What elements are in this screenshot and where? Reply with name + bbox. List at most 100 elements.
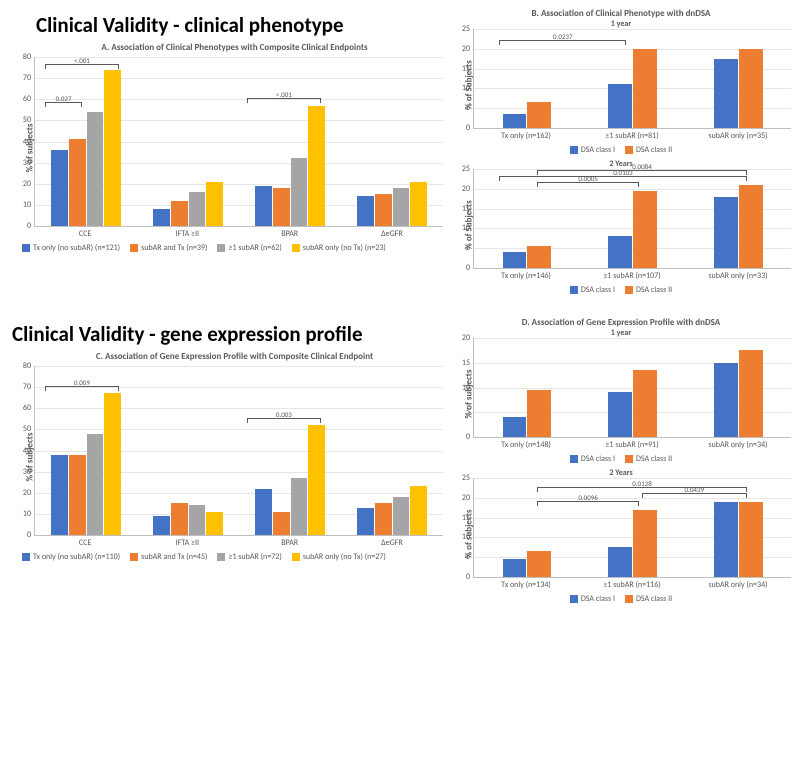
y-tick: 50 — [23, 115, 31, 125]
bar — [633, 49, 657, 128]
y-tick: 25 — [462, 473, 470, 483]
bar — [189, 505, 206, 535]
y-tick: 20 — [462, 493, 470, 503]
bar — [69, 455, 86, 535]
panel-d1-plot: 05101520 — [473, 338, 791, 438]
bar — [255, 489, 272, 535]
bar — [633, 510, 657, 577]
bar — [633, 191, 657, 268]
legend-item: DSA class II — [625, 285, 672, 295]
y-tick: 25 — [462, 164, 470, 174]
bar — [527, 390, 551, 437]
panel-b-legend-2: DSA class I DSA class II — [451, 281, 791, 295]
legend-item: subAR only (no Tx) (n=23) — [292, 243, 386, 253]
legend-item: DSA class I — [570, 285, 615, 295]
y-tick: 10 — [23, 200, 31, 210]
p-value-annotation: <.001 — [45, 57, 118, 65]
bar — [87, 434, 104, 535]
panel-b-sub1: 1 year — [451, 19, 791, 29]
bar — [51, 150, 68, 226]
bar — [153, 209, 170, 226]
panel-d-sub2: 2 Years — [451, 464, 791, 478]
bar — [171, 503, 188, 535]
legend-item: DSA class I — [570, 454, 615, 464]
y-tick: 0 — [466, 572, 470, 582]
x-label: ≥1 subAR (n=107) — [579, 269, 685, 281]
y-tick: 0 — [466, 432, 470, 442]
panel-d1-xlabels: Tx only (n=148)≥1 subAR (n=91)subAR only… — [473, 438, 791, 450]
bar — [714, 363, 738, 437]
x-label: Tx only (n=148) — [473, 438, 579, 450]
y-tick: 30 — [23, 158, 31, 168]
bar — [375, 503, 392, 535]
x-label: subAR only (n=34) — [685, 578, 791, 590]
bar — [739, 502, 763, 577]
x-label: BPAR — [239, 227, 341, 239]
legend-item: DSA class I — [570, 145, 615, 155]
x-label: CCE — [34, 227, 136, 239]
bar — [608, 84, 632, 128]
bar — [739, 350, 763, 437]
y-tick: 20 — [462, 44, 470, 54]
y-tick: 5 — [466, 243, 470, 253]
bar — [87, 112, 104, 226]
x-label: IFTA ≥II — [136, 536, 238, 548]
panel-a-title: A. Association of Clinical Phenotypes wi… — [8, 42, 443, 57]
panel-d-title: D. Association of Gene Expression Profil… — [451, 317, 791, 328]
p-value-annotation: 0.0439 — [642, 486, 747, 494]
x-label: ≥1 subAR (n=91) — [579, 438, 685, 450]
x-label: ≥1 subAR (n=81) — [579, 129, 685, 141]
panel-c-xlabels: CCEIFTA ≥IIBPARΔeGFR — [34, 536, 443, 548]
y-tick: 10 — [462, 83, 470, 93]
x-label: CCE — [34, 536, 136, 548]
panel-b1-xlabels: Tx only (n=162)≥1 subAR (n=81)subAR only… — [473, 129, 791, 141]
bar — [308, 106, 325, 226]
y-tick: 20 — [23, 488, 31, 498]
x-label: subAR only (n=33) — [685, 269, 791, 281]
bar — [189, 192, 206, 226]
panel-a-legend: Tx only (no subAR) (n=121)subAR and Tx (… — [8, 239, 443, 253]
bar — [273, 512, 290, 535]
bar — [308, 425, 325, 535]
y-tick: 15 — [462, 64, 470, 74]
x-label: Tx only (n=162) — [473, 129, 579, 141]
bar — [104, 70, 121, 226]
panel-c-plot: 010203040506070800.0090.003 — [34, 366, 443, 536]
panel-d2-plot: 05101520250.01280.04390.0096 — [473, 478, 791, 578]
bar — [206, 182, 223, 226]
panel-b2-xlabels: Tx only (n=146)≥1 subAR (n=107)subAR onl… — [473, 269, 791, 281]
p-value-annotation: <.001 — [247, 91, 320, 99]
y-tick: 80 — [23, 361, 31, 371]
y-tick: 10 — [462, 383, 470, 393]
x-label: ΔeGFR — [341, 536, 443, 548]
bar — [393, 188, 410, 226]
bar — [51, 455, 68, 535]
panel-d-legend-1: DSA class IDSA class II — [451, 450, 791, 464]
bar — [171, 201, 188, 226]
legend-item: ≥1 subAR (n=62) — [217, 243, 281, 253]
legend-item: Tx only (no subAR) (n=110) — [22, 552, 120, 562]
legend-item: DSA class II — [625, 594, 672, 604]
legend-item: DSA class I — [570, 594, 615, 604]
y-tick: 40 — [23, 446, 31, 456]
section-2-title: Clinical Validity - gene expression prof… — [8, 317, 443, 351]
p-value-annotation: 0.0005 — [537, 175, 638, 183]
bar — [357, 508, 374, 535]
x-label: BPAR — [239, 536, 341, 548]
legend-item: DSA class II — [625, 145, 672, 155]
panel-c-legend: Tx only (no subAR) (n=110)subAR and Tx (… — [8, 548, 443, 562]
y-tick: 5 — [466, 552, 470, 562]
y-tick: 0 — [466, 263, 470, 273]
y-tick: 5 — [466, 407, 470, 417]
bar — [503, 559, 527, 577]
y-tick: 20 — [462, 184, 470, 194]
y-tick: 40 — [23, 137, 31, 147]
panel-d-legend-2: DSA class I DSA class II — [451, 590, 791, 604]
x-label: subAR only (n=34) — [685, 438, 791, 450]
bar — [633, 370, 657, 437]
bar — [69, 139, 86, 226]
x-label: IFTA ≥II — [136, 227, 238, 239]
bar — [153, 516, 170, 535]
y-tick: 0 — [466, 123, 470, 133]
p-value-annotation: 0.0237 — [499, 33, 626, 41]
